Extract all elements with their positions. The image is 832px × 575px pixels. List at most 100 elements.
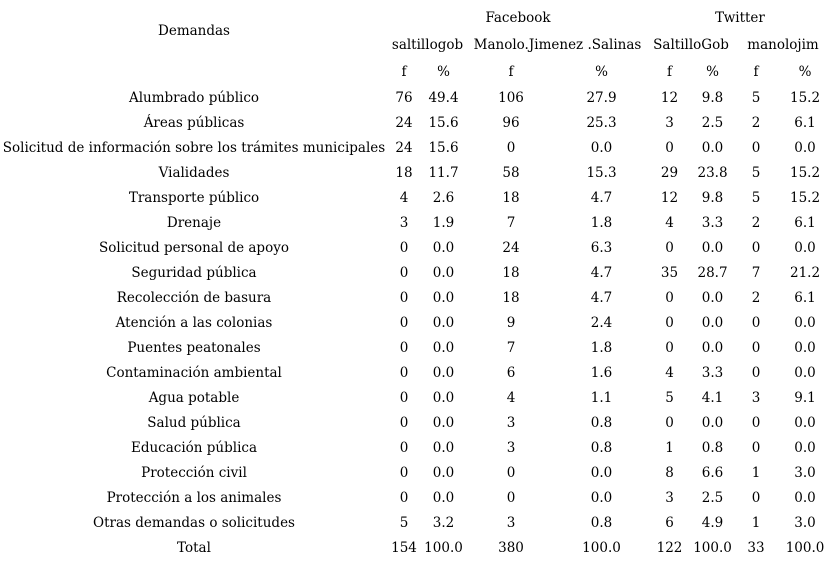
table-row: Vialidades 18 11.7 58 15.3 29 23.8 5 15.2 bbox=[0, 160, 832, 185]
account-header-manolojim: manolojim bbox=[747, 36, 819, 53]
frequency-cell: 24 bbox=[502, 239, 520, 256]
freq-header: f bbox=[753, 63, 759, 80]
percent-cell: 100.0 bbox=[785, 539, 825, 556]
frequency-cell: 2 bbox=[751, 214, 761, 231]
frequency-cell: 5 bbox=[751, 164, 761, 181]
demand-label: Protección civil bbox=[141, 464, 247, 481]
percent-cell: 0.0 bbox=[432, 439, 455, 456]
frequency-cell: 18 bbox=[502, 289, 520, 306]
frequency-cell: 5 bbox=[399, 514, 409, 531]
percent-cell: 6.1 bbox=[794, 289, 816, 306]
frequency-cell: 0 bbox=[399, 439, 409, 456]
frequency-cell: 35 bbox=[660, 264, 679, 281]
percent-cell: 9.8 bbox=[701, 89, 724, 106]
frequency-cell: 5 bbox=[751, 89, 761, 106]
frequency-cell: 1 bbox=[751, 464, 761, 481]
frequency-cell: 24 bbox=[395, 114, 413, 131]
percent-cell: 4.7 bbox=[590, 289, 613, 306]
percent-cell: 2.4 bbox=[590, 314, 613, 331]
percent-cell: 0.0 bbox=[432, 264, 455, 281]
percent-cell: 100.0 bbox=[693, 539, 732, 556]
frequency-cell: 154 bbox=[391, 539, 417, 556]
demand-label: Puentes peatonales bbox=[127, 339, 261, 356]
frequency-cell: 0 bbox=[665, 239, 674, 256]
percent-cell: 0.0 bbox=[794, 239, 816, 256]
percent-cell: 2.5 bbox=[701, 114, 724, 131]
percent-cell: 0.8 bbox=[590, 414, 613, 431]
percent-cell: 6.6 bbox=[701, 464, 724, 481]
percent-cell: 0.0 bbox=[794, 414, 816, 431]
demand-label: Drenaje bbox=[166, 214, 222, 231]
percent-cell: 0.0 bbox=[432, 489, 455, 506]
percent-cell: 15.6 bbox=[428, 139, 459, 156]
demand-label: Total bbox=[177, 539, 211, 556]
percent-cell: 2.6 bbox=[432, 189, 455, 206]
percent-cell: 0.0 bbox=[794, 364, 816, 381]
percent-cell: 15.2 bbox=[789, 164, 821, 181]
percent-cell: 0.0 bbox=[794, 314, 816, 331]
table-row: Total 154 100.0 380 100.0 122 100.0 33 100.0 bbox=[0, 535, 832, 560]
demands-table: Demandas Facebook Twitter saltillogob Ma… bbox=[0, 4, 832, 560]
percent-header: % bbox=[437, 63, 450, 80]
demand-label: Educación pública bbox=[130, 439, 257, 456]
demandas-column-header: Demandas bbox=[158, 23, 230, 39]
frequency-cell: 4 bbox=[506, 389, 516, 406]
frequency-cell: 2 bbox=[751, 114, 761, 131]
percent-cell: 0.0 bbox=[590, 464, 613, 481]
percent-cell: 0.0 bbox=[701, 239, 724, 256]
freq-header: f bbox=[401, 63, 407, 80]
demand-label: Áreas públicas bbox=[143, 114, 245, 131]
table-header: Demandas Facebook Twitter saltillogob Ma… bbox=[0, 4, 832, 85]
percent-cell: 1.8 bbox=[590, 214, 613, 231]
demand-label: Transporte público bbox=[128, 189, 260, 206]
frequency-cell: 8 bbox=[665, 464, 674, 481]
table-row: Contaminación ambiental 0 0.0 6 1.6 4 3.3 0 0.0 bbox=[0, 360, 832, 385]
percent-cell: 0.0 bbox=[432, 339, 455, 356]
table-row: Solicitud de información sobre los trámi… bbox=[0, 135, 832, 160]
empty-corner-cell bbox=[0, 58, 388, 85]
account-header-saltillogob-fb: saltillogob bbox=[391, 36, 464, 53]
frequency-cell: 18 bbox=[502, 189, 520, 206]
frequency-cell: 0 bbox=[399, 364, 409, 381]
percent-cell: 0.0 bbox=[432, 464, 455, 481]
percent-header: % bbox=[706, 63, 719, 80]
percent-cell: 15.3 bbox=[586, 164, 617, 181]
demand-label: Agua potable bbox=[148, 389, 240, 406]
frequency-cell: 12 bbox=[660, 89, 679, 106]
percent-cell: 0.0 bbox=[701, 139, 724, 156]
percent-cell: 0.8 bbox=[701, 439, 724, 456]
frequency-cell: 0 bbox=[751, 364, 761, 381]
percent-cell: 0.0 bbox=[432, 414, 455, 431]
frequency-cell: 7 bbox=[751, 264, 761, 281]
frequency-cell: 24 bbox=[395, 139, 413, 156]
percent-cell: 4.1 bbox=[701, 389, 724, 406]
percent-cell: 0.0 bbox=[701, 289, 724, 306]
percent-cell: 15.2 bbox=[789, 189, 821, 206]
frequency-cell: 380 bbox=[498, 539, 524, 556]
percent-cell: 15.6 bbox=[428, 114, 459, 131]
table-row: Recolección de basura 0 0.0 18 4.7 0 0.0 2 6.1 bbox=[0, 285, 832, 310]
percent-cell: 100.0 bbox=[582, 539, 621, 556]
percent-cell: 0.8 bbox=[590, 439, 613, 456]
percent-cell: 0.0 bbox=[432, 389, 455, 406]
percent-cell: 3.3 bbox=[701, 364, 724, 381]
table-row: Solicitud personal de apoyo 0 0.0 24 6.3 0 0.0… bbox=[0, 235, 832, 260]
frequency-cell: 4 bbox=[399, 189, 409, 206]
demand-label: Protección a los animales bbox=[106, 489, 282, 506]
percent-cell: 6.1 bbox=[794, 214, 816, 231]
percent-cell: 3.0 bbox=[794, 514, 816, 531]
frequency-cell: 1 bbox=[665, 439, 674, 456]
table-row: Protección a los animales 0 0.0 0 0.0 3 2.5 0 0.… bbox=[0, 485, 832, 510]
demand-label: Atención a las colonias bbox=[115, 314, 273, 331]
percent-cell: 0.0 bbox=[794, 339, 816, 356]
frequency-cell: 0 bbox=[751, 414, 761, 431]
frequency-cell: 33 bbox=[747, 539, 765, 556]
percent-cell: 3.3 bbox=[701, 214, 724, 231]
frequency-cell: 5 bbox=[751, 189, 761, 206]
percent-cell: 0.8 bbox=[590, 514, 613, 531]
percent-cell: 1.8 bbox=[590, 339, 613, 356]
percent-cell: 0.0 bbox=[794, 489, 816, 506]
frequency-cell: 0 bbox=[665, 139, 674, 156]
table-row: Áreas públicas 24 15.6 96 25.3 3 2.5 2 6.1 bbox=[0, 110, 832, 135]
percent-cell: 0.0 bbox=[701, 414, 724, 431]
